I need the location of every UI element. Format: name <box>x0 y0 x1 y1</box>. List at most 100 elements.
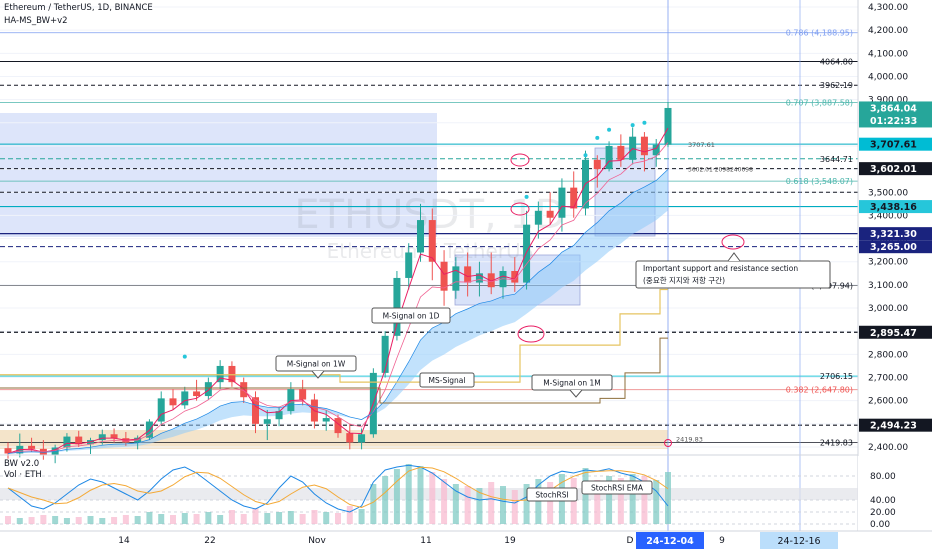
volume-bar <box>358 509 365 524</box>
candle-body <box>299 389 307 400</box>
candle-body <box>252 397 259 424</box>
blue-zone-upper <box>0 113 437 237</box>
volume-bar <box>523 484 530 524</box>
volume-bar <box>28 517 35 524</box>
candle-body <box>75 436 83 445</box>
volume-bar <box>582 468 589 524</box>
fib-label: 0.786 (4,188.95) <box>786 29 853 38</box>
annotation-m1w-text: M-Signal on 1W <box>287 360 346 369</box>
signal-dot <box>642 120 647 125</box>
volume-bar <box>252 508 259 524</box>
volume-bar <box>217 515 224 524</box>
volume-bar <box>405 464 412 524</box>
volume-bar <box>75 517 82 524</box>
price-badge <box>859 162 932 176</box>
price-badge-text: 3,602.01 <box>870 164 917 175</box>
volume-bar <box>193 514 200 524</box>
volume-bar <box>146 512 153 524</box>
candle-body <box>475 273 483 283</box>
annotation-m1w: M-Signal on 1W <box>275 355 357 379</box>
price-tick: 2,700.00 <box>868 374 908 384</box>
volume-bar <box>488 482 495 524</box>
volume-bar <box>382 476 389 524</box>
volume-bar <box>323 512 330 524</box>
fib-label: 0.707 (3,887.58) <box>786 99 853 108</box>
candle-body <box>275 411 283 420</box>
time-badge-text: 24-12-16 <box>777 536 820 547</box>
lower-tick: 40.00 <box>870 496 896 506</box>
time-tick: 19 <box>504 536 516 546</box>
candle-body <box>157 398 165 422</box>
volume-bar <box>287 511 294 524</box>
volume-bar <box>335 513 341 524</box>
price-tick: 3,900.00 <box>868 96 908 106</box>
signal-dot <box>583 153 588 158</box>
volume-bar <box>476 488 483 524</box>
candle-body <box>263 419 271 424</box>
ma-line <box>7 127 669 454</box>
volume-bar <box>16 518 23 524</box>
candle-body <box>322 418 330 422</box>
step-line <box>0 288 668 383</box>
time-tick: 22 <box>204 536 215 546</box>
volume-bar <box>464 486 471 524</box>
candle-body <box>63 436 71 448</box>
candle-body <box>440 261 448 291</box>
candle-body <box>216 365 224 383</box>
price-badge <box>859 418 932 432</box>
annotation-ms: MS-Signal <box>419 372 475 388</box>
line-label: 3644.71 <box>820 155 853 164</box>
volume-bar <box>594 480 601 524</box>
price-axis-bg <box>858 0 932 531</box>
candle-body <box>523 224 531 283</box>
candle-body <box>169 398 177 406</box>
volume-bar <box>653 480 660 524</box>
time-badge <box>760 532 838 549</box>
volume-bar <box>52 516 59 524</box>
line-label-small: 3707.61 <box>688 141 715 149</box>
lower-axis-bg <box>858 456 932 531</box>
label-stochrsi-ema-text: StochRSI EMA <box>591 484 644 493</box>
price-tick: 4,200.00 <box>868 26 908 36</box>
signal-dot <box>630 123 635 128</box>
price-badge <box>859 200 932 214</box>
candle-body <box>346 433 354 443</box>
candle-body <box>593 159 601 170</box>
price-axis: 4064.80 3962.19 3644.71 2706.15 2419.83 0.786… <box>786 0 932 531</box>
volume-bar <box>665 472 671 524</box>
volume-bar <box>547 482 554 524</box>
annotation-support-ko: (중요한 지지와 저항 구간) <box>643 275 725 285</box>
candle-body <box>617 145 625 160</box>
volume-bar <box>617 478 624 524</box>
volume-bar <box>134 516 141 524</box>
volume-bar <box>5 516 11 524</box>
candle-body <box>652 144 660 156</box>
time-tick: 11 <box>420 536 431 546</box>
volume-bar <box>40 515 47 524</box>
volume-bar <box>346 506 353 524</box>
price-badge-text: 3,864.04 <box>870 103 917 114</box>
lower-tick: 0.00 <box>870 520 890 530</box>
step-line <box>0 337 668 404</box>
price-tick: 4,100.00 <box>868 49 908 59</box>
price-tick: 3,400.00 <box>868 211 908 221</box>
line-label-small: 3602.01·2098240098 <box>688 167 753 174</box>
label-stochrsi: StochRSI <box>526 487 578 502</box>
time-tick: Nov <box>308 536 326 546</box>
time-tick: 9 <box>719 536 725 546</box>
label-stochrsi-text: StochRSI <box>535 491 568 500</box>
volume-bar <box>452 484 459 524</box>
price-badge-text: 2,494.23 <box>870 421 917 432</box>
signal-dot <box>524 194 529 199</box>
candle-body <box>228 365 236 383</box>
line-label-small: 2419.83 <box>676 435 703 443</box>
stochrsi-line <box>7 464 669 513</box>
signal-dot <box>607 127 612 132</box>
volume-bar <box>170 515 176 524</box>
time-tick: D <box>627 536 634 546</box>
candle-body <box>204 382 212 397</box>
price-badge-text: 3,321.30 <box>870 229 917 240</box>
annotation-m1m: M-Signal on 1M <box>531 374 613 398</box>
volume-bar <box>240 514 247 524</box>
price-tick: 2,400.00 <box>868 443 908 453</box>
